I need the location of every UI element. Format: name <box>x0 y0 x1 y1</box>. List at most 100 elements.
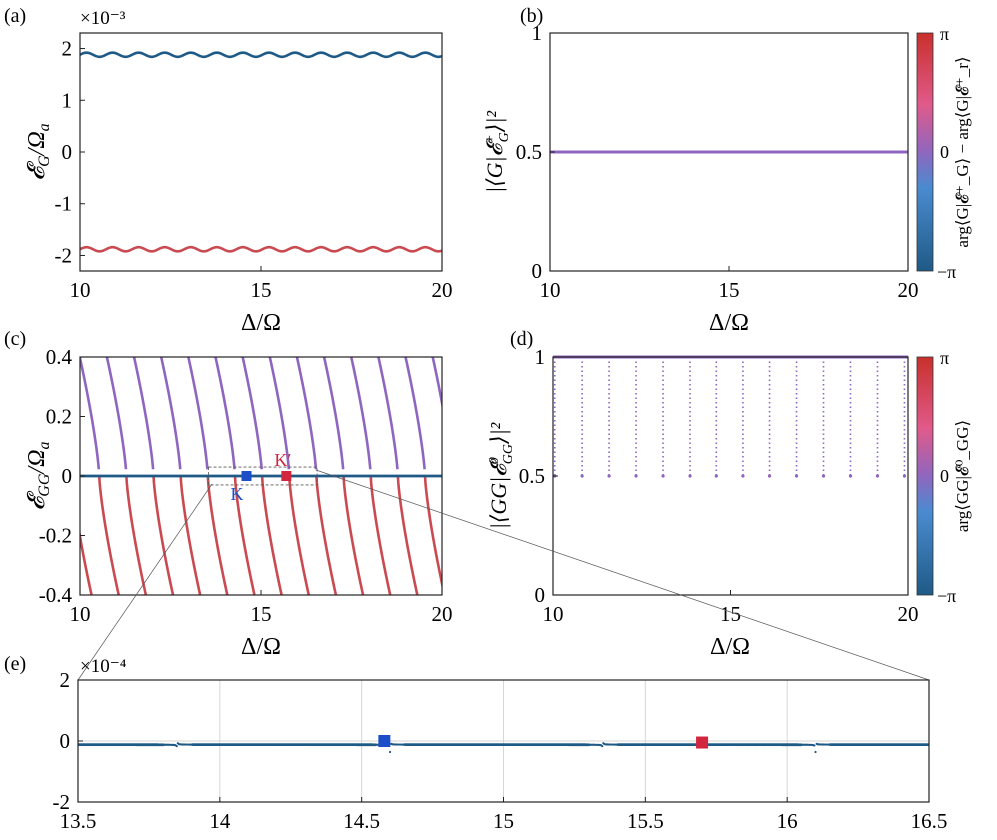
d-xtick-label: 10 <box>543 602 564 626</box>
c-ytick-label: 0.4 <box>46 345 73 369</box>
e-xtick-label: 15.5 <box>627 809 664 833</box>
branch-lower <box>97 475 121 595</box>
a-ytick-label: 1 <box>62 88 73 112</box>
panel-b: (b) 10 15 20 1 0.5 0 |⟨G|𝓔+G⟩|² Δ/Ω π 0 −π ar… <box>482 5 972 336</box>
panel-e: (e) ×10⁻⁴ 13.5 14 14.5 15 15.5 16 16.5 2 0 -2 <box>4 653 947 833</box>
d-xtick-label: 15 <box>720 602 741 626</box>
y-axis-label-d: |⟨GG|𝓔0GG⟩|² <box>486 422 516 529</box>
branch-upper <box>214 357 236 470</box>
e-xtick-label: 14.5 <box>343 809 380 833</box>
a-ytick-label: 2 <box>62 37 73 61</box>
panel-c: (c) 10 15 20 0.4 0.2 0 -0.2 -0.4 𝓔GG/Ωa Δ/Ω K K′ <box>4 328 479 660</box>
b-xtick-label: 10 <box>540 278 561 302</box>
marker-k-prime-zoom <box>696 736 709 749</box>
dip-min-point <box>741 474 745 478</box>
branch-lower <box>423 475 442 590</box>
series-upper-line <box>80 51 442 59</box>
branch-lower <box>287 475 311 595</box>
branch-lower <box>260 475 283 595</box>
b-ytick-label: 0.5 <box>516 140 542 164</box>
annotation-k-prime: K′ <box>274 450 291 470</box>
dip-min-point <box>580 474 584 478</box>
branch-upper <box>404 357 426 470</box>
branch-lower <box>179 475 202 595</box>
branch-lower <box>80 528 93 595</box>
colorbar-b <box>916 32 934 272</box>
axes-frame-a <box>79 32 443 272</box>
e-xtick-label: 16 <box>777 809 798 833</box>
zoom-box <box>208 466 318 486</box>
dip-min-point <box>767 474 772 478</box>
branch-upper <box>241 357 264 470</box>
a-xtick-label: 15 <box>251 278 272 302</box>
branch-upper <box>187 357 209 470</box>
branch-lower <box>152 475 175 595</box>
curve-point <box>388 750 392 754</box>
c-ytick-label: -0.2 <box>39 524 72 548</box>
branch-upper <box>268 357 291 470</box>
b-xtick-label: 15 <box>719 278 740 302</box>
branch-lower <box>369 475 392 595</box>
c-xtick-label: 20 <box>432 602 453 626</box>
d-ytick-label: 0.5 <box>519 464 545 488</box>
e-xtick-label: 13.5 <box>60 809 97 833</box>
x-axis-label-a: Δ/Ω <box>241 310 281 336</box>
panel-label-b: (b) <box>520 5 543 27</box>
dip-min-point <box>714 474 718 478</box>
colorbar-d-label: arg⟨GG|𝓔⁰_GG⟩ <box>953 420 972 532</box>
c-ytick-label: 0.2 <box>46 405 72 429</box>
e-ytick-label: 0 <box>60 729 71 753</box>
c-ytick-label: -0.4 <box>39 583 73 607</box>
y-axis-label-b: |⟨G|𝓔+G⟩|² <box>482 111 512 193</box>
branch-lower <box>125 475 148 595</box>
branch-lower <box>342 475 365 595</box>
dip-min-point <box>821 474 826 478</box>
colorbar-b-tick-mid: 0 <box>940 142 949 162</box>
axes-frame-d <box>552 356 909 596</box>
colorbar-d <box>916 356 934 596</box>
c-ytick-label: 0 <box>62 464 73 488</box>
d-ytick-label: 0 <box>535 583 546 607</box>
dip-min-point <box>688 474 692 478</box>
colorbar-d-tick-mid: 0 <box>940 466 949 486</box>
dip-min-point <box>902 474 907 478</box>
branch-upper <box>377 357 399 470</box>
e-ytick-label: -2 <box>53 790 71 814</box>
branch-lower <box>396 475 419 595</box>
marker-k <box>241 471 252 481</box>
marker-k-prime <box>281 471 292 481</box>
colorbar-d-tick-bottom: −π <box>937 586 956 606</box>
a-ytick-label: -1 <box>55 192 73 216</box>
dip-min-point <box>794 474 799 478</box>
annotation-k: K <box>231 484 244 504</box>
c-xtick-label: 10 <box>70 602 91 626</box>
branch-lower <box>206 475 229 595</box>
e-xtick-label: 16.5 <box>911 809 948 833</box>
b-ytick-label: 0 <box>532 259 543 283</box>
zoom-line-left <box>77 483 213 681</box>
curve-point <box>813 744 816 747</box>
dip-min-point <box>634 474 638 478</box>
branch-lower <box>315 475 338 595</box>
a-ytick-label: 0 <box>62 140 73 164</box>
e-ytick-label: 2 <box>60 668 71 692</box>
series-lower-line <box>80 245 442 253</box>
x-axis-label-d: Δ/Ω <box>710 634 750 660</box>
branch-lower <box>233 475 256 595</box>
branch-upper <box>322 357 345 470</box>
dip-min-point <box>848 474 853 478</box>
c-xtick-label: 15 <box>251 602 272 626</box>
curve-point <box>175 745 178 748</box>
dip-min-point <box>661 474 665 478</box>
zoom-line-right <box>315 469 930 681</box>
branch-upper <box>458 350 479 469</box>
a-ytick-label: -2 <box>55 243 73 267</box>
panel-label-d: (d) <box>510 328 533 350</box>
dip-min-point <box>607 474 611 478</box>
y-axis-label-a: 𝓔G/Ωa <box>24 123 53 180</box>
marker-k-zoom <box>378 735 391 747</box>
panel-label-a: (a) <box>4 5 26 27</box>
b-ytick-label: 1 <box>532 21 543 45</box>
